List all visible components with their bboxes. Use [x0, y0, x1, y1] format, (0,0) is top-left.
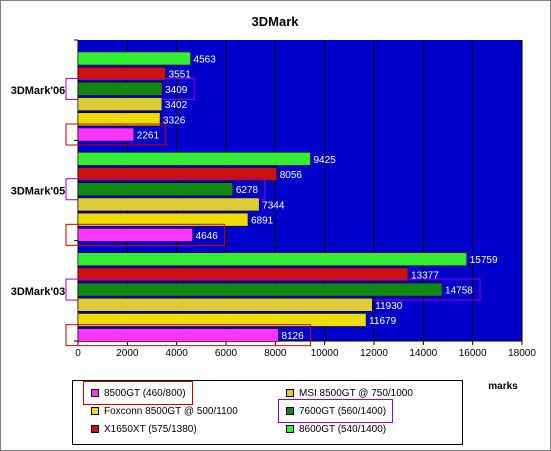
- highlight-box: [65, 324, 311, 347]
- legend-swatch: [91, 425, 99, 433]
- data-label: 3551: [169, 70, 192, 81]
- legend-item: Foxconn 8500GT @ 500/1100: [91, 404, 238, 418]
- bar: [77, 66, 166, 81]
- legend-item: 7600GT (560/1400): [286, 404, 386, 418]
- data-label: 7344: [262, 200, 285, 211]
- data-label: 6278: [236, 185, 259, 196]
- legend-highlight-box: [278, 399, 393, 423]
- data-label: 4646: [196, 231, 219, 242]
- data-label: 8056: [280, 170, 303, 181]
- legend-label: 8600GT (540/1400): [299, 423, 387, 435]
- legend-item: MSI 8500GT @ 750/1000: [286, 386, 413, 400]
- legend-highlight-box: [83, 381, 193, 405]
- legend-swatch: [91, 389, 99, 397]
- bar: [77, 228, 193, 242]
- data-label: 13377: [411, 270, 439, 281]
- highlight-box: [65, 123, 167, 146]
- x-tick-label: 2000: [116, 348, 139, 359]
- legend: 8500GT (460/800) MSI 8500GT @ 750/1000 Fox…: [72, 380, 463, 445]
- legend-item: 8500GT (460/800): [91, 386, 186, 400]
- chart-title: 3DMark: [252, 14, 300, 29]
- data-label: 9425: [313, 155, 336, 166]
- x-tick-label: 0: [75, 348, 81, 359]
- bar: [77, 313, 367, 327]
- x-tick-label: 10000: [311, 348, 339, 359]
- x-tick-label: 14000: [409, 348, 437, 359]
- x-tick-label: 6000: [215, 348, 238, 359]
- data-label: 11930: [375, 301, 403, 312]
- legend-label: X1650XT (575/1380): [104, 423, 197, 435]
- bar: [77, 197, 260, 212]
- category-label: 3DMark'03: [11, 286, 66, 298]
- bar: [77, 267, 409, 282]
- bar: [77, 152, 311, 166]
- bar: [77, 252, 467, 266]
- bar: [77, 282, 443, 297]
- legend-swatch: [286, 425, 294, 433]
- x-tick-label: 18000: [508, 348, 536, 359]
- data-label: 11679: [369, 316, 397, 327]
- bar: [77, 51, 191, 66]
- legend-swatch: [91, 407, 99, 415]
- bar: [77, 82, 163, 96]
- x-tick-label: 4000: [166, 348, 189, 359]
- legend-label: 8500GT (460/800): [104, 387, 186, 399]
- bar: [77, 298, 373, 312]
- data-label: 15759: [470, 255, 498, 266]
- data-label: 4563: [194, 55, 217, 66]
- bar: [77, 112, 161, 127]
- legend-swatch: [286, 407, 294, 415]
- x-tick-label: 8000: [264, 348, 287, 359]
- data-label: 3326: [163, 115, 186, 126]
- x-tick-label: 12000: [360, 348, 388, 359]
- legend-item: 8600GT (540/1400): [286, 422, 386, 436]
- data-label: 14758: [445, 286, 473, 297]
- legend-swatch: [286, 389, 294, 397]
- x-axis-label: marks: [488, 381, 518, 392]
- plot-area: 0 2000 4000 6000 8000 10000 12000 14000 16000 180…: [11, 39, 536, 359]
- bar: [77, 182, 234, 196]
- legend-label: MSI 8500GT @ 750/1000: [299, 387, 413, 399]
- data-label: 3409: [165, 85, 188, 96]
- bar: [77, 127, 135, 142]
- legend-item: X1650XT (575/1380): [91, 422, 197, 436]
- highlight-box: [65, 223, 226, 246]
- bar: [77, 212, 249, 227]
- x-tick-label: 16000: [459, 348, 487, 359]
- legend-label: Foxconn 8500GT @ 500/1100: [104, 405, 238, 417]
- data-label: 3402: [165, 100, 188, 111]
- data-label: 2261: [137, 131, 160, 142]
- bar: [77, 97, 163, 111]
- bar: [77, 167, 277, 181]
- data-label: 8126: [281, 331, 304, 342]
- bar: [77, 328, 279, 342]
- category-label: 3DMark'06: [11, 85, 66, 97]
- data-label: 6891: [251, 216, 274, 227]
- legend-label: 7600GT (560/1400): [299, 405, 387, 417]
- category-label: 3DMark'05: [11, 186, 66, 198]
